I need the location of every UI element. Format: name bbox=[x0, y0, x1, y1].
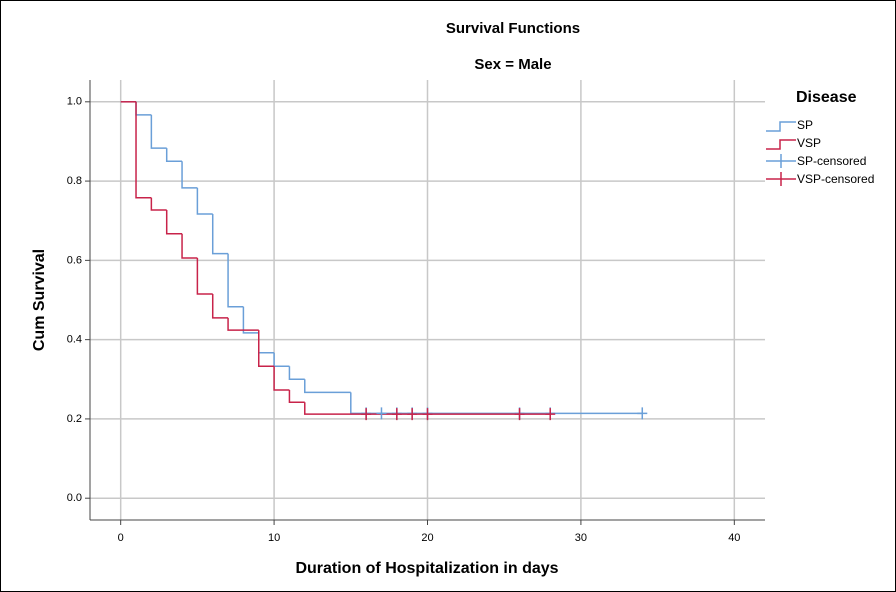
legend-label: SP bbox=[797, 118, 813, 132]
censor-mark bbox=[545, 408, 556, 421]
x-tick-label: 40 bbox=[728, 532, 740, 544]
y-tick-label: 0.4 bbox=[67, 334, 82, 346]
y-tick-label: 1.0 bbox=[67, 96, 82, 108]
y-tick-label: 0.0 bbox=[67, 492, 82, 504]
survival-step bbox=[181, 233, 198, 259]
x-tick-label: 30 bbox=[575, 532, 587, 544]
x-tick-label: 0 bbox=[118, 532, 124, 544]
y-axis-label: Cum Survival bbox=[31, 249, 48, 351]
survival-step bbox=[135, 101, 152, 199]
survival-step bbox=[196, 257, 213, 295]
survival-step bbox=[350, 392, 643, 415]
survival-step bbox=[150, 197, 167, 211]
censor-mark bbox=[361, 408, 372, 421]
censor-mark bbox=[391, 408, 402, 421]
y-tick-label: 0.8 bbox=[67, 175, 82, 187]
survival-step bbox=[227, 317, 259, 331]
censor-mark bbox=[637, 407, 648, 420]
survival-step bbox=[242, 306, 259, 334]
x-tick-label: 10 bbox=[268, 532, 280, 544]
censor-mark bbox=[422, 408, 433, 421]
censor-mark bbox=[376, 407, 387, 420]
survival-step bbox=[304, 379, 351, 394]
legend-swatch bbox=[766, 121, 796, 132]
censor-mark bbox=[407, 408, 418, 421]
survival-step bbox=[288, 389, 305, 404]
legend-label: VSP-censored bbox=[797, 172, 874, 186]
chart-title: Survival Functions bbox=[446, 20, 580, 37]
censor-mark bbox=[514, 408, 525, 421]
legend-swatch bbox=[766, 139, 796, 150]
survival-step bbox=[150, 114, 167, 149]
survival-step bbox=[273, 366, 290, 391]
survival-step bbox=[304, 402, 551, 415]
survival-step bbox=[211, 213, 229, 255]
survival-step bbox=[165, 148, 183, 163]
survival-step bbox=[227, 253, 244, 308]
survival-step bbox=[211, 294, 229, 319]
legend-swatch bbox=[766, 154, 796, 168]
legend-label: SP-censored bbox=[797, 154, 866, 168]
survival-step bbox=[258, 330, 275, 367]
legend-swatch bbox=[766, 172, 796, 186]
survival-step bbox=[181, 161, 198, 189]
y-tick-label: 0.6 bbox=[67, 254, 82, 266]
x-axis-label: Duration of Hospitalization in days bbox=[295, 560, 558, 577]
legend-label: VSP bbox=[797, 136, 821, 150]
x-tick-label: 20 bbox=[421, 532, 433, 544]
survival-step bbox=[273, 352, 290, 367]
y-tick-label: 0.2 bbox=[67, 413, 82, 425]
survival-step bbox=[196, 187, 213, 215]
survival-step bbox=[288, 366, 305, 381]
survival-step bbox=[165, 210, 183, 235]
chart-subtitle: Sex = Male bbox=[474, 56, 551, 73]
legend-title: Disease bbox=[796, 89, 857, 106]
